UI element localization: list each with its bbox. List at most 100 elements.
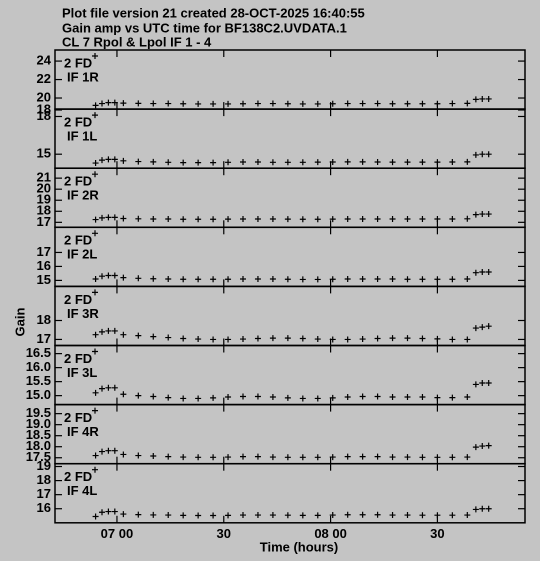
data-point [485,505,492,512]
data-point [404,512,411,519]
data-point [105,99,112,106]
data-point [165,512,172,519]
data-point [359,158,366,165]
data-point [389,216,396,223]
y-tick-label: 20 [37,89,51,104]
data-point [225,100,232,107]
data-point [92,160,99,167]
data-point [472,96,479,103]
data-point [449,336,456,343]
panel-label: 2 FD [64,115,92,130]
data-point [479,151,486,158]
data-point [314,395,321,402]
data-point [389,394,396,401]
data-point [105,384,112,391]
data-point [434,335,441,342]
data-point [329,512,336,519]
panel-marker [92,112,98,119]
data-point [374,453,381,460]
panel-name: IF 3R [67,306,99,321]
data-point [195,159,202,166]
data-point [299,159,306,166]
data-point [99,385,105,392]
data-point [99,448,105,455]
data-point [344,216,351,223]
data-point [111,272,118,279]
panel-name: IF 1R [67,69,99,84]
data-point [99,509,105,516]
data-point [344,453,351,460]
data-point [374,511,381,518]
data-point [464,512,471,519]
panel-marker [92,466,98,473]
data-point [240,275,246,282]
data-point [419,454,426,461]
data-point [374,100,381,107]
data-point [105,447,112,454]
panel-frame [54,108,526,169]
data-point [434,100,441,107]
y-tick-label: 18 [37,312,51,327]
data-point [111,447,118,454]
y-tick-label: 19.0 [26,416,51,431]
data-point [284,335,291,342]
data-point [195,336,202,343]
data-point [150,216,157,223]
data-point [269,454,276,461]
data-point [284,276,291,283]
data-point [404,216,411,223]
data-point [165,159,172,166]
y-tick-label: 15 [37,146,51,161]
y-tick-label: 21 [37,170,51,185]
data-point [92,216,99,223]
y-tick-label: 18 [37,108,51,123]
data-point [404,335,411,342]
data-point [120,391,127,398]
data-point [240,336,246,343]
data-point [269,275,276,282]
data-point [111,508,118,515]
data-point [135,100,142,107]
data-point [165,216,172,223]
data-point [374,275,381,282]
data-point [269,335,276,342]
panel-frame [54,49,526,110]
data-point [359,100,366,107]
data-point [240,100,246,107]
data-point [105,156,112,163]
data-point [180,395,187,402]
data-point [472,506,479,513]
data-point [449,454,456,461]
data-point [479,324,486,331]
y-tick-label: 22 [37,71,51,86]
x-tick-label: 30 [217,526,231,541]
data-point [344,394,351,401]
data-point [419,159,426,166]
data-point [254,512,261,519]
y-tick-label: 16.0 [26,359,51,374]
data-point [135,275,142,282]
x-tick-label: 08 00 [314,526,347,541]
data-point [434,216,441,223]
data-point [120,100,127,107]
data-point [329,454,336,461]
panel-frame [54,344,526,406]
data-point [120,215,127,222]
data-point [111,156,118,163]
data-point [299,395,306,402]
data-point [359,393,366,400]
data-point [240,216,246,223]
data-point [92,389,99,396]
data-point [225,216,232,223]
data-point [210,276,217,283]
data-point [150,393,157,400]
data-point [195,100,202,107]
data-point [180,216,187,223]
data-point [479,95,486,102]
data-point [99,273,105,280]
data-point [449,216,456,223]
data-point [449,512,456,519]
data-point [299,216,306,223]
data-point [464,394,471,401]
